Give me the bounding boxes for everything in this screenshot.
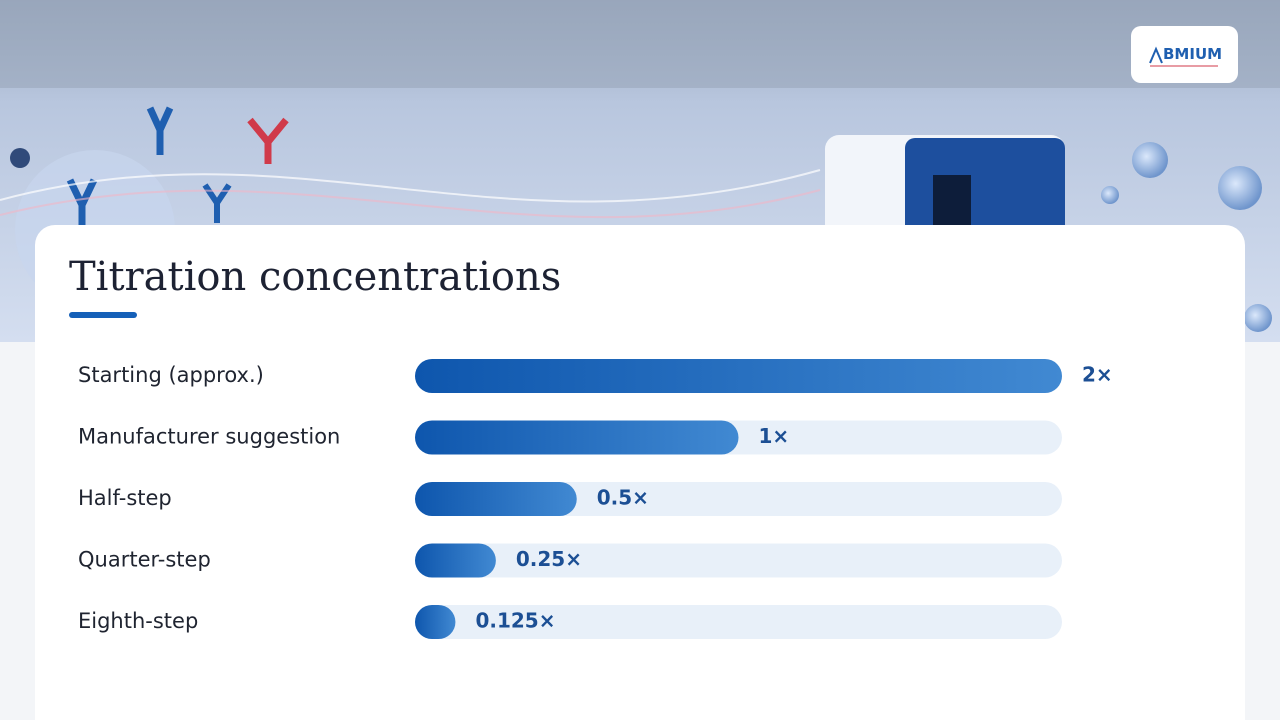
track [415, 543, 1062, 578]
category-label: Starting (approx.) [78, 363, 264, 387]
bar [415, 359, 1062, 393]
category-label: Eighth-step [78, 609, 198, 633]
logo: BMIUM [1163, 45, 1222, 63]
value-label: 1× [759, 424, 790, 448]
card [35, 225, 1245, 720]
value-label: 2× [1082, 363, 1113, 387]
chart-title: Titration concentrations [69, 254, 561, 300]
bar [415, 543, 496, 578]
logo-badge: BMIUM [1131, 26, 1238, 83]
track [415, 605, 1062, 639]
bar [415, 482, 577, 516]
value-label: 0.25× [516, 547, 582, 571]
plot: Starting (approx.) 2× Manufacturer suggest… [78, 359, 1113, 639]
title-underline [69, 312, 137, 318]
bar [415, 605, 456, 639]
value-label: 0.5× [597, 486, 649, 510]
category-label: Manufacturer suggestion [78, 425, 340, 449]
value-label: 0.125× [475, 609, 555, 633]
track [415, 482, 1062, 516]
category-label: Quarter-step [78, 548, 211, 572]
category-label: Half-step [78, 486, 172, 510]
bar [415, 420, 739, 455]
